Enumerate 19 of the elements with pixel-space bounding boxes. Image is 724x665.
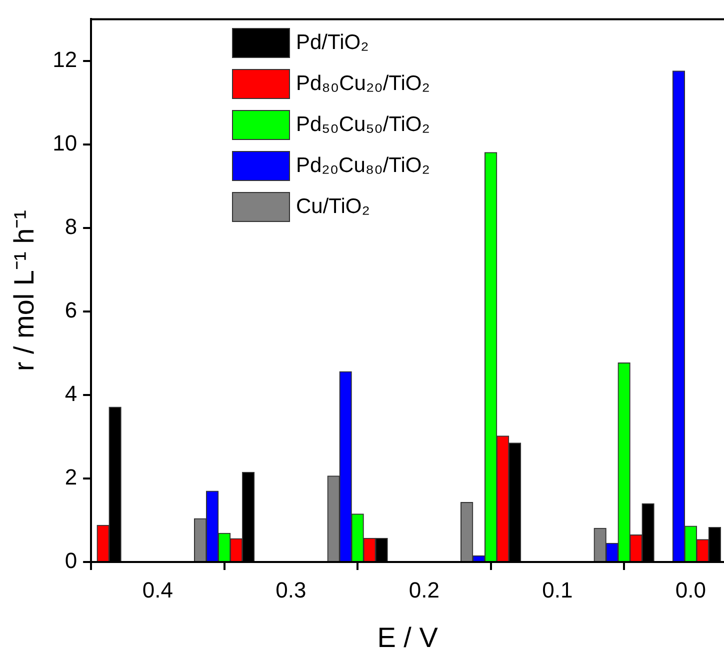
legend-label: Pd/TiO₂ <box>296 30 369 54</box>
x-axis-title: E / V <box>377 622 438 653</box>
y-tick-label: 6 <box>64 298 78 323</box>
x-tick-label: 0.3 <box>276 577 306 602</box>
y-axis-title: r / mol L⁻¹ h⁻¹ <box>8 210 40 372</box>
legend-label: Pd₂₀Cu₈₀/TiO₂ <box>296 154 430 178</box>
y-tick-label: 4 <box>64 381 78 406</box>
x-tick-label: 0.2 <box>408 577 440 602</box>
y-tick-label: 12 <box>52 47 78 72</box>
legend-label: Pd₈₀Cu₂₀/TiO₂ <box>296 72 430 96</box>
legend-label: Cu/TiO₂ <box>296 194 370 218</box>
y-tick-label: 10 <box>52 130 78 156</box>
y-tick-label: 8 <box>64 214 78 240</box>
x-tick-label: 0.0 <box>675 577 706 602</box>
x-tick-label: 0.4 <box>142 577 173 602</box>
y-tick-label: 2 <box>64 464 78 490</box>
x-tick-label: 0.1 <box>542 577 573 602</box>
y-tick-label: 0 <box>64 548 78 574</box>
legend-label: Pd₅₀Cu₅₀/TiO₂ <box>296 112 430 136</box>
